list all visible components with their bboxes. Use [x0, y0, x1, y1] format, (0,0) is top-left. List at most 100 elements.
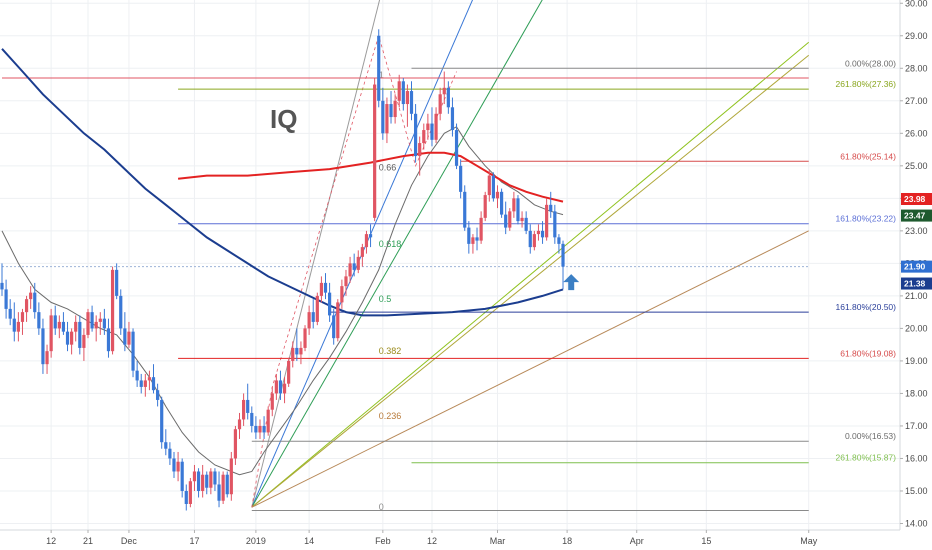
candle-body: [49, 315, 53, 352]
price-tick-label: 15.00: [905, 486, 928, 496]
candle-body: [274, 380, 278, 394]
gann-fan: 1 0.66 0.618 0.5 0.382 0.236 0: [251, 0, 810, 512]
candle-body: [246, 399, 250, 413]
candle-body: [143, 380, 147, 387]
fan-line: [251, 41, 810, 508]
candle-body: [172, 458, 176, 472]
level-label: 261.80%(27.36): [836, 79, 897, 89]
candle-body: [205, 474, 209, 488]
price-tick-label: 18.00: [905, 388, 928, 398]
candle-body: [282, 383, 287, 394]
candle-body: [471, 237, 475, 244]
fan-label: 0.66: [379, 162, 397, 172]
candle-body: [8, 308, 12, 319]
candle-body: [110, 269, 115, 352]
candle-body: [192, 471, 197, 482]
fibonacci-levels: [2, 67, 809, 511]
candle-body: [86, 312, 90, 335]
level-label: 261.80%(15.87): [836, 453, 897, 463]
level-label: 161.80%(20.50): [836, 302, 897, 312]
candle-body: [254, 425, 258, 433]
level-label: 61.80%(19.08): [840, 348, 896, 358]
candle-body: [151, 377, 156, 391]
time-tick-label: May: [800, 536, 818, 546]
candle-body: [315, 295, 319, 322]
time-tick-label: Feb: [375, 536, 391, 546]
price-tick-label: 14.00: [905, 518, 928, 528]
level-label: 0.00%(16.53): [845, 431, 896, 441]
candle-body: [164, 442, 168, 449]
fan-label: 0.236: [379, 411, 402, 421]
candle-body: [561, 243, 565, 267]
candle-body: [221, 474, 225, 501]
time-tick-label: 18: [562, 536, 572, 546]
candle-body: [102, 318, 106, 329]
candle-body: [65, 331, 70, 345]
candle-body: [540, 230, 545, 238]
candle-body: [438, 94, 442, 114]
fan-label: 0.618: [379, 239, 402, 249]
candle-body: [188, 481, 192, 504]
candle-body: [499, 191, 504, 215]
candle-body: [389, 104, 393, 118]
fan-label: 0.382: [379, 346, 402, 356]
candle-body: [119, 295, 123, 329]
fan-line: [251, 230, 809, 508]
price-tick-label: 20.00: [905, 323, 928, 333]
candle-body: [0, 282, 4, 290]
candle-body: [78, 321, 82, 348]
candle-body: [553, 211, 557, 238]
candle-body: [504, 214, 508, 228]
candle-body: [434, 113, 438, 140]
candle-body: [352, 263, 356, 270]
candle-body: [131, 331, 135, 371]
price-tick-label: 30.00: [905, 0, 928, 8]
candle-body: [508, 211, 512, 228]
candle-body: [262, 425, 266, 433]
candle-body: [229, 458, 233, 495]
candle-body: [29, 292, 33, 300]
price-tick-label: 27.00: [905, 96, 928, 106]
candle-body: [532, 234, 536, 248]
arrow-up-icon: [563, 274, 580, 291]
candle-body: [225, 474, 229, 495]
price-tags: 23.98 23.47 21.90 21.38: [901, 192, 932, 290]
candle-body: [258, 425, 262, 433]
time-tick-label: 14: [304, 536, 314, 546]
candle-body: [368, 234, 373, 238]
candle-body: [332, 315, 336, 339]
price-axis[interactable]: 30.0029.0028.0027.0026.0025.0024.0023.00…: [899, 0, 932, 550]
candle-body: [123, 328, 127, 345]
candle-body: [127, 331, 131, 345]
candle-body: [278, 380, 283, 394]
level-labels: 0.00%(28.00) 261.80%(27.36) 61.80%(25.14) 1…: [836, 58, 897, 462]
price-tag: 23.98: [904, 194, 926, 204]
time-tick-label: 15: [701, 536, 711, 546]
candle-body: [557, 237, 561, 244]
candle-body: [250, 412, 254, 426]
candle-body: [336, 302, 340, 339]
price-axis-bg: [900, 0, 932, 550]
candle-body: [156, 390, 160, 400]
candle-body: [233, 429, 238, 459]
candle-body: [385, 104, 389, 134]
price-tick-label: 19.00: [905, 356, 928, 366]
candle-body: [487, 175, 491, 196]
price-tick-label: 16.00: [905, 453, 928, 463]
candle-body: [459, 165, 463, 192]
fan-line: [251, 0, 474, 508]
candle-body: [328, 292, 332, 316]
candle-body: [426, 123, 430, 131]
price-tick-label: 29.00: [905, 31, 928, 41]
candle-body: [24, 299, 29, 313]
candle-body: [340, 286, 344, 303]
fan-label: 0.5: [379, 294, 392, 304]
candle-body: [57, 321, 61, 329]
candle-body: [74, 321, 78, 332]
time-axis[interactable]: 12 21 Dec 17 2019 14 Feb 12 Mar 18 Apr 15 May: [0, 529, 932, 550]
candle-body: [381, 100, 385, 134]
candle-body: [90, 312, 94, 329]
price-tag: 21.38: [904, 279, 926, 289]
